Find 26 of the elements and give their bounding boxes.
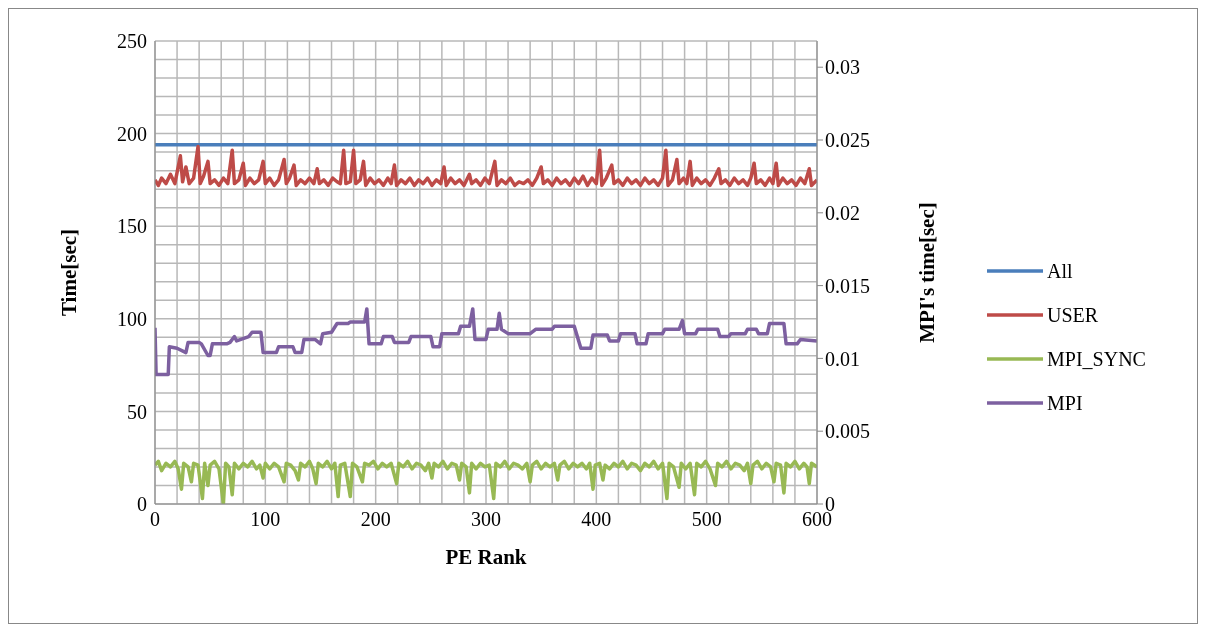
x-tick-label: 100 [250, 508, 281, 531]
y-tick-label: 250 [117, 30, 147, 53]
y2-axis-title: MPI's time[sec] [915, 202, 940, 343]
legend-label: USER [1047, 303, 1099, 327]
x-tick-label: 200 [360, 508, 391, 531]
y-tick-label: 0 [137, 493, 147, 516]
legend-label: All [1047, 259, 1073, 283]
y-tick-label: 150 [117, 215, 147, 238]
y2-tick-label: 0.025 [825, 129, 870, 152]
y2-tick-label: 0.01 [825, 347, 860, 370]
legend-label: MPI_SYNC [1047, 347, 1146, 371]
line-series [155, 144, 817, 188]
y2-tick-label: 0.02 [825, 201, 860, 224]
y-tick-label: 200 [117, 122, 147, 145]
y-tick-label: 50 [127, 400, 147, 423]
line-series [155, 307, 817, 377]
y-axis-title: Time[sec] [57, 228, 82, 317]
x-tick-label: 300 [471, 508, 501, 531]
y-tick-label: 100 [117, 307, 147, 330]
y2-tick-label: 0.005 [825, 420, 870, 443]
legend-label: MPI [1047, 391, 1083, 415]
x-tick-label: 400 [581, 508, 612, 531]
x-tick-label: 500 [691, 508, 722, 531]
y2-tick-label: 0.03 [825, 56, 860, 79]
x-axis-title: PE Rank [445, 545, 527, 569]
y2-tick-label: 0.015 [825, 274, 870, 297]
